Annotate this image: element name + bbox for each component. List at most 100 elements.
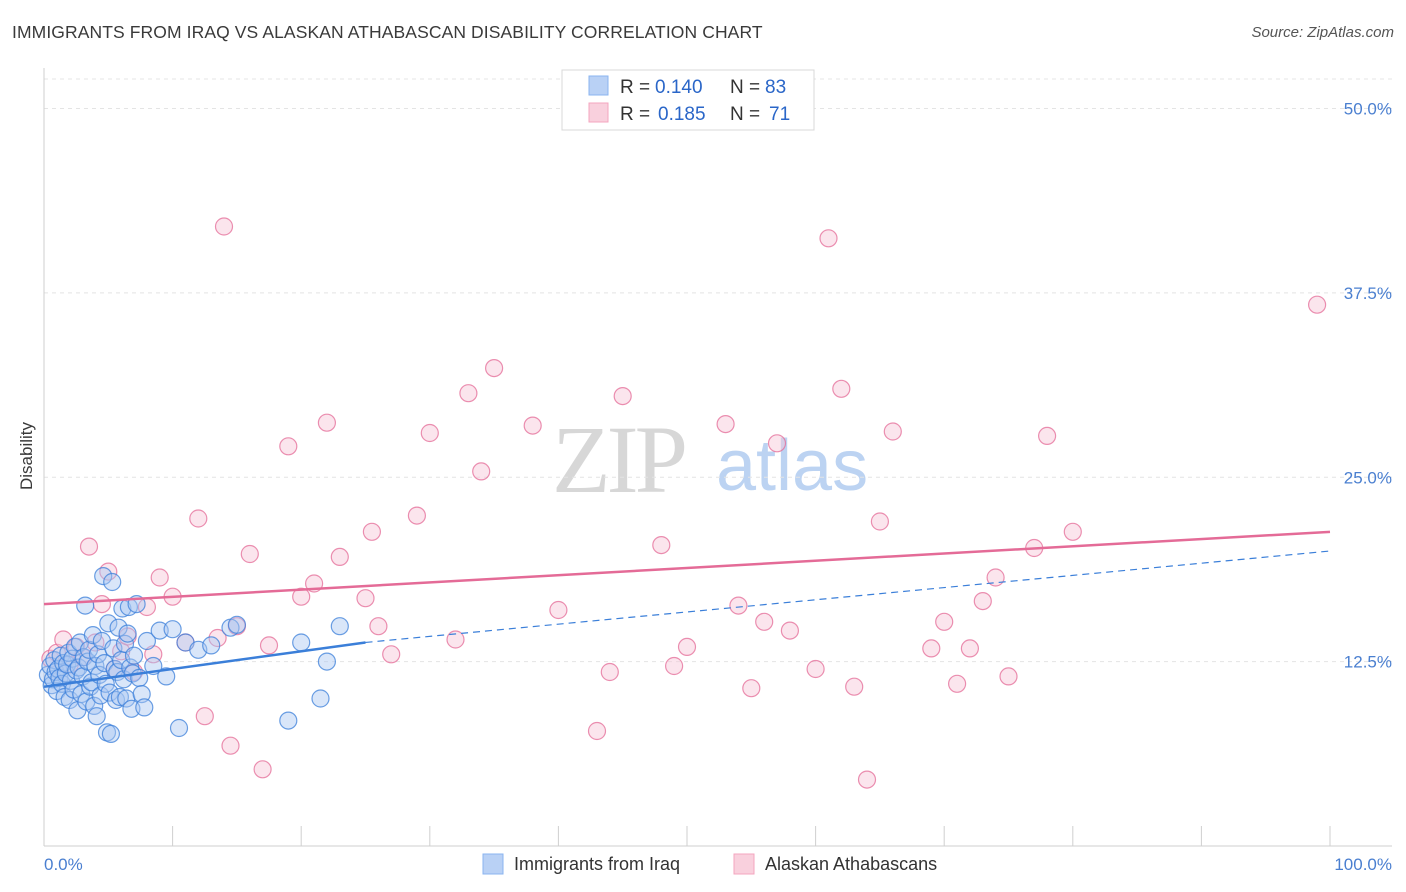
data-point bbox=[86, 633, 105, 652]
data-point bbox=[169, 718, 189, 738]
data-point bbox=[214, 217, 234, 236]
data-point bbox=[317, 652, 336, 671]
legend-swatch-iraq bbox=[588, 75, 609, 96]
data-point bbox=[259, 636, 279, 655]
data-point bbox=[832, 379, 851, 398]
data-point bbox=[150, 568, 169, 587]
data-point bbox=[652, 535, 671, 555]
legend-r-label: R = bbox=[620, 104, 650, 125]
data-point bbox=[870, 512, 890, 531]
data-point bbox=[677, 637, 697, 657]
data-point bbox=[103, 572, 122, 592]
data-point bbox=[292, 587, 311, 606]
data-point bbox=[767, 434, 787, 453]
legend-r-value: 0.140 bbox=[655, 77, 703, 98]
data-point bbox=[845, 677, 864, 696]
data-point bbox=[79, 537, 99, 556]
data-point bbox=[587, 721, 607, 741]
data-point bbox=[253, 760, 272, 779]
data-point bbox=[947, 674, 967, 693]
data-point bbox=[189, 509, 208, 528]
data-point bbox=[279, 437, 298, 456]
watermark: ZIP atlas bbox=[552, 406, 868, 513]
data-point bbox=[135, 698, 154, 717]
data-point bbox=[600, 662, 619, 682]
data-point bbox=[1063, 522, 1082, 541]
legend-row-athabascan: R = 0.185 N = 71 bbox=[588, 102, 790, 125]
y-tick-label: 37.5% bbox=[1344, 284, 1392, 303]
y-tick-label: 50.0% bbox=[1344, 100, 1392, 119]
data-point bbox=[806, 659, 825, 679]
data-point bbox=[101, 724, 121, 744]
data-point bbox=[883, 422, 902, 441]
data-point bbox=[100, 683, 119, 702]
data-point bbox=[935, 612, 954, 631]
data-point bbox=[150, 621, 169, 640]
trend-line-iraq-extrapolated bbox=[365, 550, 1331, 644]
data-point bbox=[780, 621, 800, 640]
data-point bbox=[76, 596, 95, 615]
legend-n-value: 71 bbox=[769, 104, 790, 125]
data-point bbox=[94, 566, 113, 586]
bottom-legend-label-athabascan: Alaskan Athabascans bbox=[765, 854, 937, 874]
data-point bbox=[137, 631, 156, 651]
data-point bbox=[819, 229, 838, 248]
bottom-legend-swatch-iraq bbox=[482, 853, 504, 875]
legend-n-label: N = bbox=[730, 77, 760, 98]
data-point bbox=[221, 736, 240, 755]
data-point bbox=[446, 630, 465, 649]
source-label: Source: ZipAtlas.com bbox=[1251, 24, 1394, 41]
bottom-legend-label-iraq: Immigrants from Iraq bbox=[514, 854, 680, 874]
data-point bbox=[549, 600, 568, 620]
data-point bbox=[132, 684, 151, 704]
data-point bbox=[472, 462, 491, 481]
data-point bbox=[208, 628, 227, 648]
data-point bbox=[1307, 295, 1327, 314]
series-iraq bbox=[38, 566, 349, 744]
data-point bbox=[356, 589, 375, 608]
data-point bbox=[922, 639, 941, 658]
watermark-zip: ZIP bbox=[552, 406, 685, 513]
data-point bbox=[960, 639, 980, 658]
data-point bbox=[163, 620, 182, 639]
legend-swatch-athabascan bbox=[588, 102, 609, 123]
data-point bbox=[109, 618, 128, 637]
data-point bbox=[157, 667, 176, 686]
data-point bbox=[87, 707, 106, 726]
data-point bbox=[118, 624, 137, 643]
data-point bbox=[1037, 426, 1057, 445]
data-point bbox=[742, 679, 761, 698]
data-point bbox=[122, 699, 141, 718]
series-athabascan bbox=[41, 217, 1327, 789]
x-tick-label-max: 100.0% bbox=[1334, 855, 1392, 874]
data-point bbox=[664, 656, 684, 676]
data-point bbox=[83, 625, 103, 645]
data-point bbox=[110, 687, 130, 707]
trend-line-athabascan bbox=[43, 530, 1331, 606]
data-point bbox=[459, 384, 478, 403]
data-point bbox=[227, 615, 246, 634]
data-point bbox=[716, 415, 735, 434]
data-point bbox=[613, 387, 632, 406]
y-tick-label: 25.0% bbox=[1344, 468, 1392, 487]
data-point bbox=[79, 640, 99, 659]
data-point bbox=[523, 416, 542, 435]
x-ticks bbox=[172, 826, 1331, 846]
chart-title: IMMIGRANTS FROM IRAQ VS ALASKAN ATHABASC… bbox=[12, 22, 763, 42]
data-point bbox=[407, 506, 426, 525]
data-point bbox=[382, 645, 401, 664]
data-point bbox=[420, 423, 439, 443]
bottom-legend: Immigrants from Iraq Alaskan Athabascans bbox=[482, 853, 937, 875]
data-point bbox=[99, 614, 118, 633]
data-point bbox=[92, 594, 112, 614]
legend-r-value: 0.185 bbox=[658, 104, 706, 125]
data-point bbox=[330, 617, 349, 636]
data-point bbox=[755, 612, 774, 631]
data-point bbox=[279, 711, 298, 730]
trend-lines bbox=[43, 530, 1331, 688]
grid-lines bbox=[44, 78, 1392, 663]
legend-r-label: R = bbox=[620, 77, 650, 98]
data-point bbox=[973, 591, 992, 611]
data-point bbox=[202, 636, 221, 655]
data-point bbox=[729, 596, 748, 615]
